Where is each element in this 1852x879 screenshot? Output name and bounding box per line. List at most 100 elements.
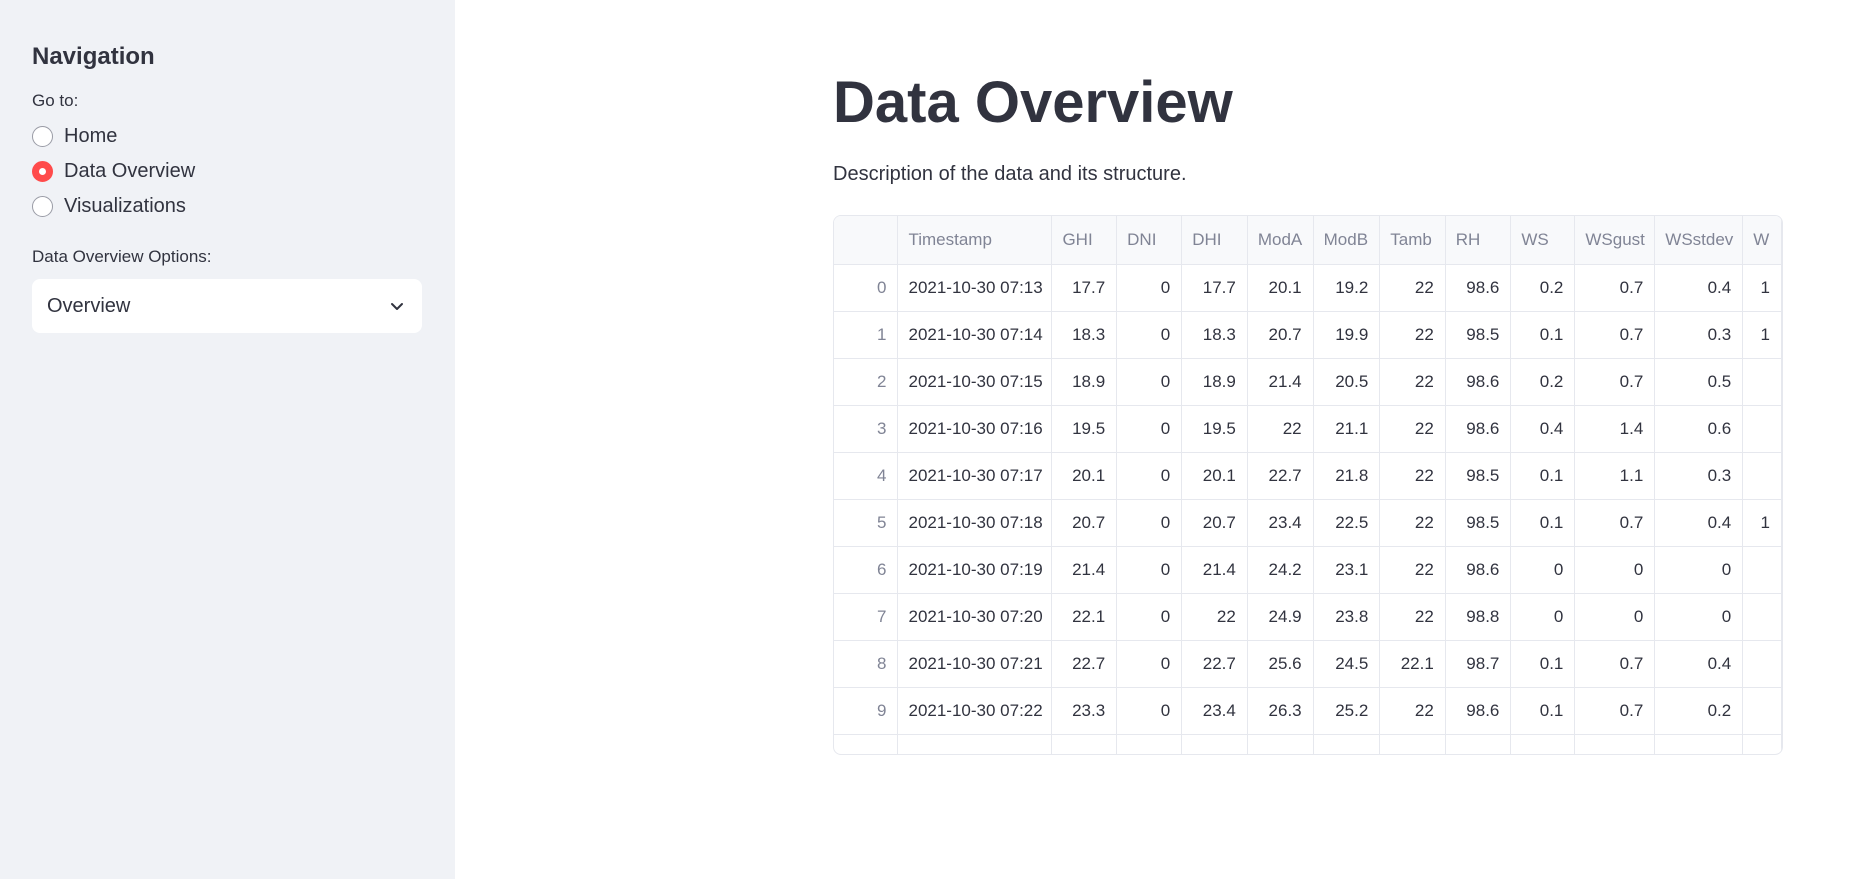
table-cell[interactable]: 20.1 xyxy=(1181,452,1248,500)
table-cell[interactable]: 2021-10-30 07:13 xyxy=(897,264,1053,312)
table-cell[interactable]: 22 xyxy=(1379,358,1446,406)
table-cell[interactable]: 22 xyxy=(1379,593,1446,641)
table-cell[interactable]: 0.7 xyxy=(1574,499,1656,547)
column-header[interactable]: RH xyxy=(1445,216,1512,265)
table-cell[interactable]: 0.7 xyxy=(1574,687,1656,735)
table-cell[interactable]: 24.5 xyxy=(1313,640,1381,688)
radio-data-overview[interactable]: Data Overview xyxy=(32,154,422,189)
table-cell[interactable]: 22 xyxy=(1379,405,1446,453)
table-cell[interactable]: 0 xyxy=(1116,546,1183,594)
table-cell[interactable]: 22.7 xyxy=(1247,452,1314,500)
table-cell[interactable]: 22 xyxy=(1379,687,1446,735)
column-header[interactable]: DHI xyxy=(1181,216,1248,265)
table-cell[interactable]: 22 xyxy=(1379,546,1446,594)
table-cell[interactable]: 0 xyxy=(1116,311,1183,359)
table-row[interactable]: 6 2021-10-30 07:19 21.4 0 21.4 24.2 23.1… xyxy=(834,546,1782,594)
table-cell[interactable]: 20.1 xyxy=(1051,452,1118,500)
table-cell[interactable]: 0.3 xyxy=(1654,452,1744,500)
table-cell[interactable]: 98.6 xyxy=(1445,546,1512,594)
table-cell[interactable]: 22.7 xyxy=(1051,640,1118,688)
table-cell[interactable]: 0.1 xyxy=(1510,499,1576,547)
table-cell[interactable]: 22 xyxy=(1379,452,1446,500)
table-cell[interactable]: 20.5 xyxy=(1313,358,1381,406)
column-header[interactable]: WS xyxy=(1510,216,1576,265)
table-cell[interactable]: 22.7 xyxy=(1181,640,1248,688)
table-cell[interactable]: 98.6 xyxy=(1445,358,1512,406)
table-cell[interactable]: 0 xyxy=(1116,640,1183,688)
table-cell[interactable]: 20.7 xyxy=(1181,499,1248,547)
table-cell[interactable]: 1.4 xyxy=(1574,405,1656,453)
table-row[interactable]: 4 2021-10-30 07:17 20.1 0 20.1 22.7 21.8… xyxy=(834,452,1782,500)
table-cell[interactable]: 0.7 xyxy=(1574,358,1656,406)
table-cell[interactable]: 0 xyxy=(1116,687,1183,735)
column-header[interactable]: WSgust xyxy=(1574,216,1656,265)
data-table-container[interactable]: Timestamp GHI DNI DHI ModA ModB Tamb RH … xyxy=(833,215,1783,755)
table-cell[interactable]: 0 xyxy=(1116,264,1183,312)
table-cell[interactable]: 17.7 xyxy=(1051,264,1118,312)
chevron-down-icon[interactable] xyxy=(387,296,407,316)
table-cell[interactable]: 1 xyxy=(1742,311,1782,359)
table-cell[interactable]: 2021-10-30 07:21 xyxy=(897,640,1053,688)
table-cell[interactable]: 0 xyxy=(1116,405,1183,453)
table-cell[interactable]: 0 xyxy=(1116,593,1183,641)
table-cell[interactable]: 98.6 xyxy=(1445,264,1512,312)
table-cell[interactable] xyxy=(1742,358,1782,406)
column-header[interactable]: Tamb xyxy=(1379,216,1446,265)
table-cell[interactable]: 22 xyxy=(1379,264,1446,312)
table-cell[interactable]: 0 xyxy=(1654,546,1744,594)
column-header[interactable]: GHI xyxy=(1051,216,1118,265)
table-cell[interactable]: 18.9 xyxy=(1181,358,1248,406)
table-cell[interactable]: 0.4 xyxy=(1654,499,1744,547)
column-header[interactable]: DNI xyxy=(1116,216,1183,265)
table-cell[interactable]: 98.7 xyxy=(1445,640,1512,688)
table-cell[interactable]: 0.1 xyxy=(1510,687,1576,735)
table-cell[interactable]: 1 xyxy=(1742,499,1782,547)
table-cell[interactable]: 0.2 xyxy=(1510,264,1576,312)
radio-visualizations[interactable]: Visualizations xyxy=(32,189,422,224)
data-table[interactable]: Timestamp GHI DNI DHI ModA ModB Tamb RH … xyxy=(834,216,1782,754)
table-cell[interactable]: 20.1 xyxy=(1247,264,1314,312)
data-overview-options-select[interactable]: Overview xyxy=(32,279,422,333)
radio-label-data-overview[interactable]: Data Overview xyxy=(64,160,196,182)
table-cell[interactable]: 26.3 xyxy=(1247,687,1314,735)
radio-label-visualizations[interactable]: Visualizations xyxy=(64,195,186,217)
table-cell[interactable]: 22 xyxy=(1247,405,1314,453)
table-cell[interactable]: 2021-10-30 07:22 xyxy=(897,687,1053,735)
table-cell[interactable]: 19.5 xyxy=(1181,405,1248,453)
table-cell[interactable]: 98.5 xyxy=(1445,311,1512,359)
column-header[interactable]: Timestamp xyxy=(897,216,1053,265)
radio-home[interactable]: Home xyxy=(32,119,422,154)
table-cell[interactable]: 0 xyxy=(1116,499,1183,547)
table-cell[interactable]: 21.4 xyxy=(1051,546,1118,594)
table-cell[interactable]: 0.1 xyxy=(1510,452,1576,500)
column-header[interactable]: W xyxy=(1742,216,1782,265)
table-cell[interactable]: 2021-10-30 07:14 xyxy=(897,311,1053,359)
table-cell[interactable] xyxy=(1742,546,1782,594)
table-cell[interactable]: 0 xyxy=(1654,593,1744,641)
table-row[interactable]: 0 2021-10-30 07:13 17.7 0 17.7 20.1 19.2… xyxy=(834,264,1782,312)
table-cell[interactable]: 21.4 xyxy=(1181,546,1248,594)
table-cell[interactable]: 0 xyxy=(1510,546,1576,594)
table-cell[interactable]: 2021-10-30 07:15 xyxy=(897,358,1053,406)
table-cell[interactable]: 18.9 xyxy=(1051,358,1118,406)
table-row[interactable]: 1 2021-10-30 07:14 18.3 0 18.3 20.7 19.9… xyxy=(834,311,1782,359)
table-cell[interactable] xyxy=(1742,593,1782,641)
table-cell[interactable]: 22 xyxy=(1379,311,1446,359)
table-cell[interactable]: 0.2 xyxy=(1654,687,1744,735)
radio-circle-home[interactable] xyxy=(32,126,53,147)
table-cell[interactable]: 20.7 xyxy=(1051,499,1118,547)
table-cell[interactable]: 18.3 xyxy=(1051,311,1118,359)
table-cell[interactable]: 0.7 xyxy=(1574,264,1656,312)
table-cell[interactable]: 21.8 xyxy=(1313,452,1381,500)
table-cell[interactable]: 0 xyxy=(1116,452,1183,500)
table-cell[interactable]: 22.1 xyxy=(1379,640,1446,688)
table-cell[interactable] xyxy=(1742,405,1782,453)
column-header[interactable]: ModA xyxy=(1247,216,1314,265)
table-cell[interactable] xyxy=(1742,452,1782,500)
table-cell[interactable]: 20.7 xyxy=(1247,311,1314,359)
table-row[interactable]: 3 2021-10-30 07:16 19.5 0 19.5 22 21.1 2… xyxy=(834,405,1782,453)
table-cell[interactable]: 23.1 xyxy=(1313,546,1381,594)
table-cell[interactable]: 22.1 xyxy=(1051,593,1118,641)
table-cell[interactable]: 0.2 xyxy=(1510,358,1576,406)
table-row[interactable]: 9 2021-10-30 07:22 23.3 0 23.4 26.3 25.2… xyxy=(834,687,1782,735)
